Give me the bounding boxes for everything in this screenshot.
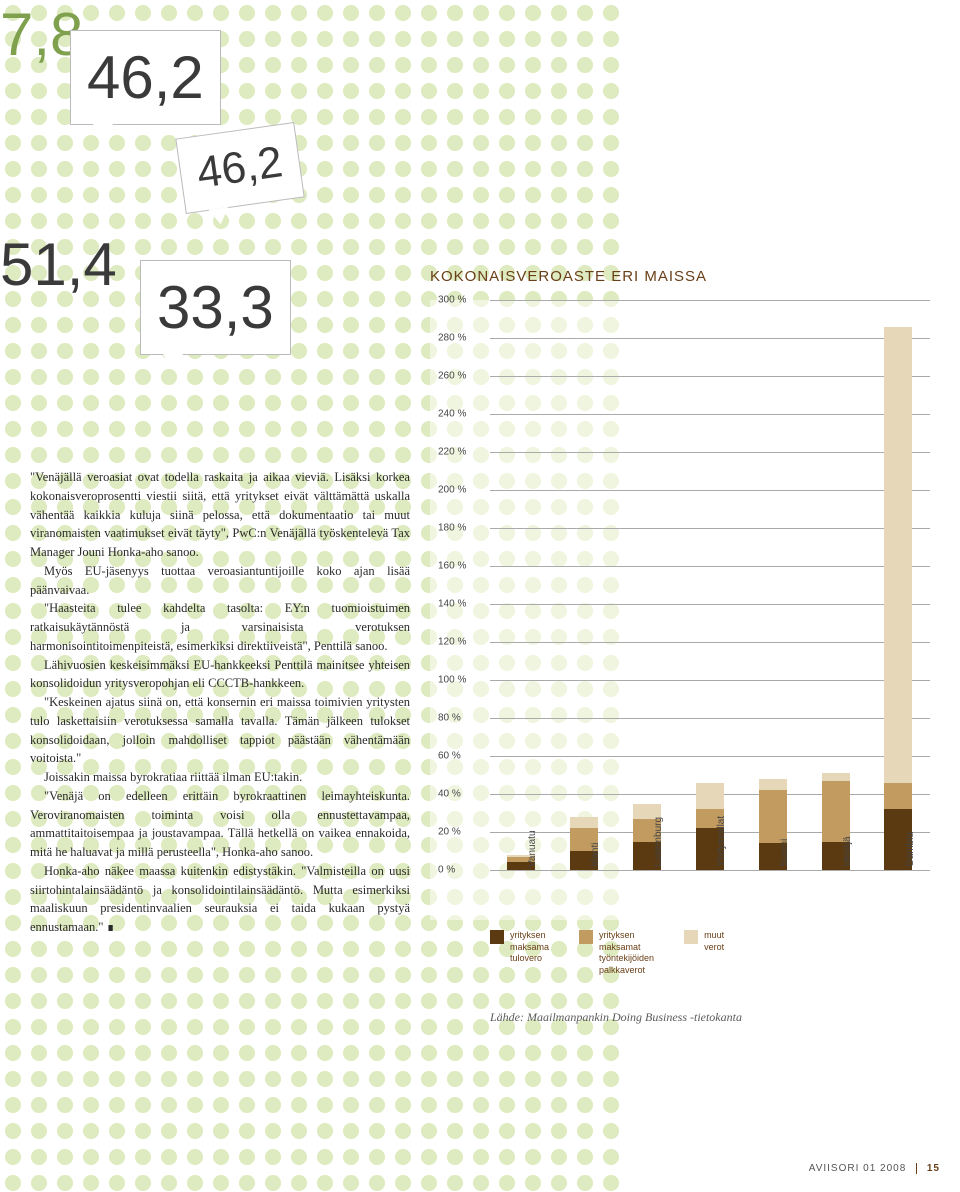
bar-column (884, 327, 912, 870)
x-axis-label: Suomi (779, 839, 790, 867)
chart-title: KOKONAISVEROASTE ERI MAISSA (430, 268, 707, 285)
legend-swatch (579, 930, 593, 944)
y-axis-label: 300 % (438, 295, 466, 306)
legend-label: yrityksenmaksamattyöntekijöidenpalkkaver… (599, 930, 654, 977)
y-axis-label: 0 % (438, 865, 455, 876)
bar-segment-labor (822, 781, 850, 842)
bar-segment-labor (759, 790, 787, 843)
article-paragraph: Honka-aho näkee maassa kuitenkin edistys… (30, 862, 410, 937)
bar-segment-other (759, 779, 787, 790)
article-body: "Venäjällä veroasiat ovat todella raskai… (30, 468, 410, 937)
legend-item: yrityksenmaksamatulovero (490, 930, 549, 977)
bar-segment-other (822, 773, 850, 781)
x-axis-label: Luxemburg (653, 817, 664, 867)
bubble-number: 33,3 (140, 260, 291, 355)
issue: 01 2008 (863, 1163, 906, 1174)
legend-item: yrityksenmaksamattyöntekijöidenpalkkaver… (579, 930, 654, 977)
legend-label: yrityksenmaksamatulovero (510, 930, 549, 977)
y-axis-label: 260 % (438, 371, 466, 382)
y-axis-label: 100 % (438, 675, 466, 686)
chart-source: Lähde: Maailmanpankin Doing Business -ti… (490, 1010, 742, 1025)
y-axis-label: 80 % (438, 713, 461, 724)
bar-segment-other (570, 817, 598, 828)
article-paragraph: Joissakin maissa byrokratiaa riittää ilm… (30, 768, 410, 787)
legend-swatch (490, 930, 504, 944)
x-axis-label: Vanuatu (527, 830, 538, 867)
y-axis-label: 200 % (438, 485, 466, 496)
bar-segment-other (884, 327, 912, 783)
y-axis-label: 140 % (438, 599, 466, 610)
y-axis-label: 60 % (438, 751, 461, 762)
gridline (490, 870, 930, 871)
article-paragraph: Myös EU-jäsenyys tuottaa veroasiantuntij… (30, 562, 410, 600)
legend-item: muutverot (684, 930, 724, 977)
chart-legend: yrityksenmaksamatulovero yrityksenmaksama… (490, 930, 724, 977)
x-axis-label: Venäjä (842, 836, 853, 867)
bar-segment-labor (884, 783, 912, 810)
legend-label: muutverot (704, 930, 724, 977)
article-paragraph: "Venäjä on edelleen erittäin byrokraatti… (30, 787, 410, 862)
y-axis-label: 160 % (438, 561, 466, 572)
bubble-number: 46,2 (70, 30, 221, 125)
x-axis-label: Yhdysvallat (716, 816, 727, 867)
bubble-number: 51,4 (0, 230, 117, 299)
footer-divider (916, 1163, 917, 1174)
page-footer: AVIISORI 01 2008 15 (809, 1163, 940, 1174)
y-axis-label: 240 % (438, 409, 466, 420)
y-axis-label: 220 % (438, 447, 466, 458)
magazine-name: AVIISORI (809, 1163, 860, 1174)
y-axis-label: 180 % (438, 523, 466, 534)
x-axis-label: Irlanti (590, 843, 601, 867)
legend-swatch (684, 930, 698, 944)
tax-rate-chart: 0 % 20 % 40 % 60 % 80 % 100 % 120 % 140 % 160 % 1… (430, 300, 930, 920)
article-paragraph: "Haasteita tulee kahdelta tasolta: EY:n … (30, 599, 410, 655)
article-paragraph: "Venäjällä veroasiat ovat todella raskai… (30, 468, 410, 562)
y-axis-label: 40 % (438, 789, 461, 800)
article-paragraph: Lähivuosien keskeisimmäksi EU-hankkeeksi… (30, 656, 410, 694)
y-axis-label: 20 % (438, 827, 461, 838)
y-axis-label: 280 % (438, 333, 466, 344)
article-paragraph: "Keskeinen ajatus siinä on, että konsern… (30, 693, 410, 768)
bar-segment-other (696, 783, 724, 810)
page-number: 15 (927, 1163, 940, 1174)
y-axis-label: 120 % (438, 637, 466, 648)
x-axis-label: Gambia (905, 832, 916, 867)
